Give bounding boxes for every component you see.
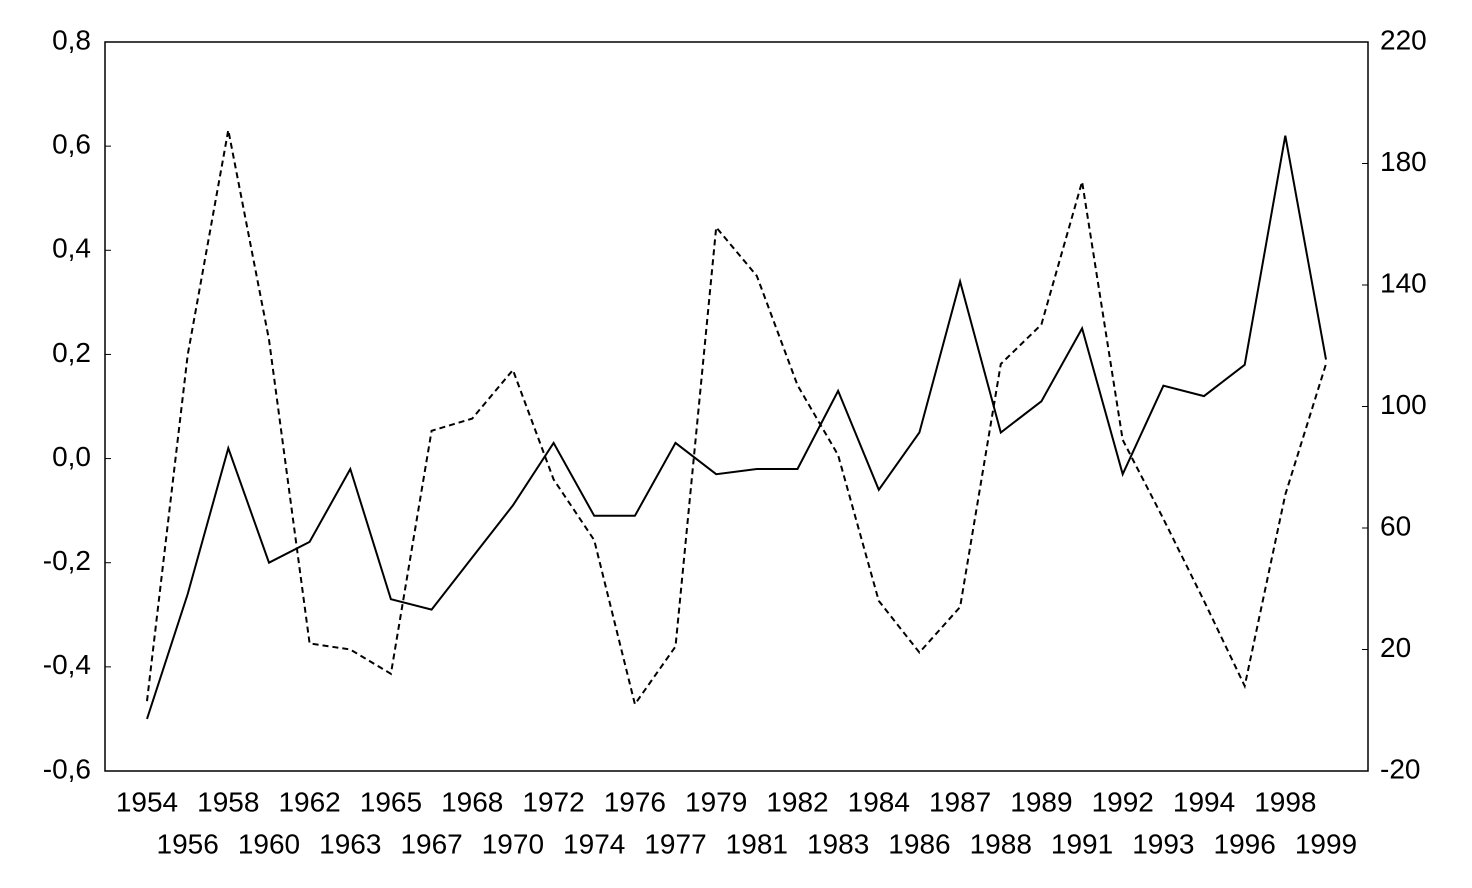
x-tick-label: 1986 [888, 828, 950, 859]
y2-tick-label: -20 [1380, 753, 1420, 784]
x-tick-label: 1983 [807, 828, 869, 859]
x-tick-label: 1999 [1295, 828, 1357, 859]
y-tick-label: -0,2 [43, 545, 91, 576]
y2-tick-label: 140 [1380, 267, 1427, 298]
x-tick-label: 1958 [197, 786, 259, 817]
x-tick-label: 1965 [360, 786, 422, 817]
y2-tick-label: 100 [1380, 389, 1427, 420]
y2-tick-label: 180 [1380, 146, 1427, 177]
x-tick-label: 1984 [848, 786, 910, 817]
y-tick-label: 0,2 [52, 337, 91, 368]
x-tick-label: 1963 [319, 828, 381, 859]
y2-tick-label: 20 [1380, 632, 1411, 663]
y-tick-label: 0,6 [52, 129, 91, 160]
x-tick-label: 1954 [116, 786, 178, 817]
x-tick-label: 1968 [441, 786, 503, 817]
series-line [146, 129, 1327, 707]
x-tick-label: 1994 [1173, 786, 1235, 817]
x-tick-label: 1992 [1092, 786, 1154, 817]
x-tick-label: 1982 [766, 786, 828, 817]
x-tick-label: 1956 [157, 828, 219, 859]
x-tick-label: 1989 [1010, 786, 1072, 817]
y-tick-label: 0,0 [52, 441, 91, 472]
y-tick-label: 0,4 [52, 233, 91, 264]
y2-tick-label: 60 [1380, 510, 1411, 541]
x-tick-label: 1993 [1132, 828, 1194, 859]
x-tick-label: 1967 [400, 828, 462, 859]
x-tick-label: 1979 [685, 786, 747, 817]
x-tick-label: 1970 [482, 828, 544, 859]
x-tick-label: 1977 [644, 828, 706, 859]
x-tick-label: 1972 [522, 786, 584, 817]
y-tick-label: -0,6 [43, 753, 91, 784]
y2-tick-label: 220 [1380, 24, 1427, 55]
x-tick-label: 1987 [929, 786, 991, 817]
x-tick-label: 1996 [1214, 828, 1276, 859]
x-tick-label: 1976 [604, 786, 666, 817]
x-tick-label: 1974 [563, 828, 625, 859]
x-tick-label: 1962 [278, 786, 340, 817]
x-tick-label: 1981 [726, 828, 788, 859]
x-tick-label: 1991 [1051, 828, 1113, 859]
x-tick-label: 1988 [970, 828, 1032, 859]
y-tick-label: -0,4 [43, 649, 91, 680]
x-tick-label: 1960 [238, 828, 300, 859]
plot-frame [104, 41, 1369, 772]
series-line [146, 135, 1327, 720]
x-tick-label: 1998 [1254, 786, 1316, 817]
y-tick-label: 0,8 [52, 24, 91, 55]
